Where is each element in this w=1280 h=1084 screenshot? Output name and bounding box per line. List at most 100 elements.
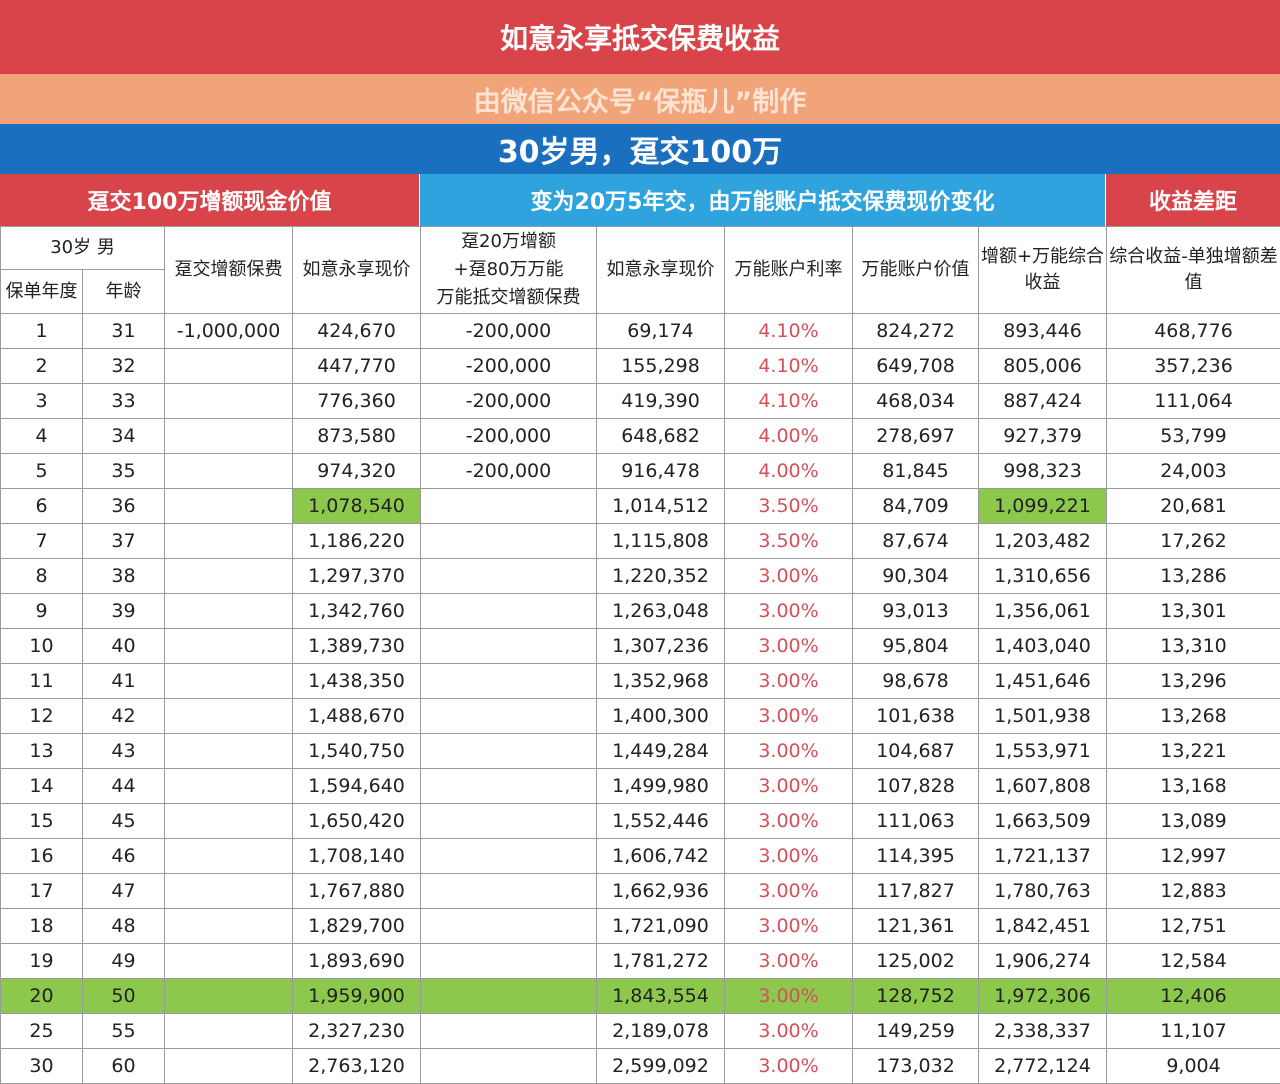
cell-ruyi-cash-value: 2,763,120	[293, 1049, 421, 1084]
cell-ruyi-cash-value-2: 69,174	[597, 314, 725, 349]
cell-age: 47	[83, 874, 165, 909]
cell-combined: 1,842,451	[979, 909, 1107, 944]
cell-ruyi-cash-value-2: 916,478	[597, 454, 725, 489]
cell-age: 46	[83, 839, 165, 874]
cell-ruyi-cash-value-2: 1,220,352	[597, 559, 725, 594]
cell-ul-value: 107,828	[853, 769, 979, 804]
cell-ul-value: 117,827	[853, 874, 979, 909]
cell-ul-value: 114,395	[853, 839, 979, 874]
cell-age: 41	[83, 664, 165, 699]
cell-single-premium	[165, 734, 293, 769]
cell-single-premium	[165, 699, 293, 734]
cell-age: 45	[83, 804, 165, 839]
cell-diff: 12,883	[1107, 874, 1280, 909]
cell-combined: 927,379	[979, 419, 1107, 454]
cell-age: 34	[83, 419, 165, 454]
cell-policy-year: 15	[1, 804, 83, 839]
header-policy-year: 保单年度	[1, 270, 83, 314]
header-single-premium: 趸交增额保费	[165, 227, 293, 314]
sheet-subtitle: 由微信公众号“保瓶儿”制作	[0, 74, 1280, 124]
cell-diff: 17,262	[1107, 524, 1280, 559]
cell-ruyi-cash-value: 2,327,230	[293, 1014, 421, 1049]
cell-ul-rate: 4.10%	[725, 314, 853, 349]
cell-ul-value: 84,709	[853, 489, 979, 524]
cell-policy-year: 3	[1, 384, 83, 419]
cell-mixed-premium	[421, 489, 597, 524]
cell-age: 60	[83, 1049, 165, 1084]
cell-diff: 12,751	[1107, 909, 1280, 944]
cell-mixed-premium: -200,000	[421, 419, 597, 454]
cell-single-premium	[165, 489, 293, 524]
cell-combined: 1,972,306	[979, 979, 1107, 1014]
cell-age: 55	[83, 1014, 165, 1049]
cell-diff: 12,997	[1107, 839, 1280, 874]
cell-diff: 468,776	[1107, 314, 1280, 349]
cell-mixed-premium	[421, 839, 597, 874]
cell-policy-year: 12	[1, 699, 83, 734]
group-single-premium: 趸交100万增额现金价值	[0, 174, 420, 226]
cell-age: 44	[83, 769, 165, 804]
cell-policy-year: 30	[1, 1049, 83, 1084]
cell-mixed-premium	[421, 944, 597, 979]
cell-ul-value: 98,678	[853, 664, 979, 699]
group-benefit-gap: 收益差距	[1106, 174, 1280, 226]
group-offset-premium: 变为20万5年交，由万能账户抵交保费现价变化	[420, 174, 1106, 226]
cell-mixed-premium	[421, 804, 597, 839]
cell-ul-value: 121,361	[853, 909, 979, 944]
cell-mixed-premium	[421, 1049, 597, 1084]
cell-age: 33	[83, 384, 165, 419]
cell-ul-rate: 3.00%	[725, 944, 853, 979]
cell-diff: 24,003	[1107, 454, 1280, 489]
cell-ul-rate: 3.00%	[725, 559, 853, 594]
cell-ul-rate: 3.00%	[725, 1049, 853, 1084]
cell-policy-year: 25	[1, 1014, 83, 1049]
cell-ul-rate: 3.00%	[725, 734, 853, 769]
cell-single-premium	[165, 524, 293, 559]
cell-ruyi-cash-value-2: 1,662,936	[597, 874, 725, 909]
header-mixed-premium-line2: +趸80万万能	[454, 259, 564, 280]
cell-ul-value: 125,002	[853, 944, 979, 979]
group-header-band: 趸交100万增额现金价值 变为20万5年交，由万能账户抵交保费现价变化 收益差距	[0, 174, 1280, 226]
cell-policy-year: 2	[1, 349, 83, 384]
cell-ul-rate: 3.00%	[725, 909, 853, 944]
cell-mixed-premium: -200,000	[421, 314, 597, 349]
cell-single-premium	[165, 594, 293, 629]
cell-ruyi-cash-value-2: 2,599,092	[597, 1049, 725, 1084]
cell-ul-value: 93,013	[853, 594, 979, 629]
cell-ruyi-cash-value: 1,078,540	[293, 489, 421, 524]
cell-single-premium	[165, 559, 293, 594]
header-diff: 综合收益-单独增额差值	[1107, 227, 1280, 314]
cell-policy-year: 5	[1, 454, 83, 489]
cell-ul-rate: 3.00%	[725, 629, 853, 664]
cell-single-premium	[165, 419, 293, 454]
cell-ruyi-cash-value-2: 1,307,236	[597, 629, 725, 664]
cell-ul-value: 104,687	[853, 734, 979, 769]
cell-ruyi-cash-value: 974,320	[293, 454, 421, 489]
cell-ruyi-cash-value: 873,580	[293, 419, 421, 454]
cell-mixed-premium	[421, 874, 597, 909]
cell-policy-year: 7	[1, 524, 83, 559]
cell-age: 42	[83, 699, 165, 734]
cell-ul-rate: 4.10%	[725, 384, 853, 419]
cell-ruyi-cash-value: 1,438,350	[293, 664, 421, 699]
header-ruyi-cash-value: 如意永享现价	[293, 227, 421, 314]
cell-ruyi-cash-value: 1,959,900	[293, 979, 421, 1014]
benefit-table: 30岁 男 趸交增额保费 如意永享现价 趸20万增额 +趸80万万能 万能抵交增…	[0, 226, 1280, 1084]
cell-ul-rate: 3.00%	[725, 839, 853, 874]
cell-ul-value: 173,032	[853, 1049, 979, 1084]
cell-policy-year: 6	[1, 489, 83, 524]
cell-ruyi-cash-value-2: 1,014,512	[597, 489, 725, 524]
cell-ruyi-cash-value-2: 1,843,554	[597, 979, 725, 1014]
cell-ul-value: 468,034	[853, 384, 979, 419]
cell-single-premium	[165, 909, 293, 944]
